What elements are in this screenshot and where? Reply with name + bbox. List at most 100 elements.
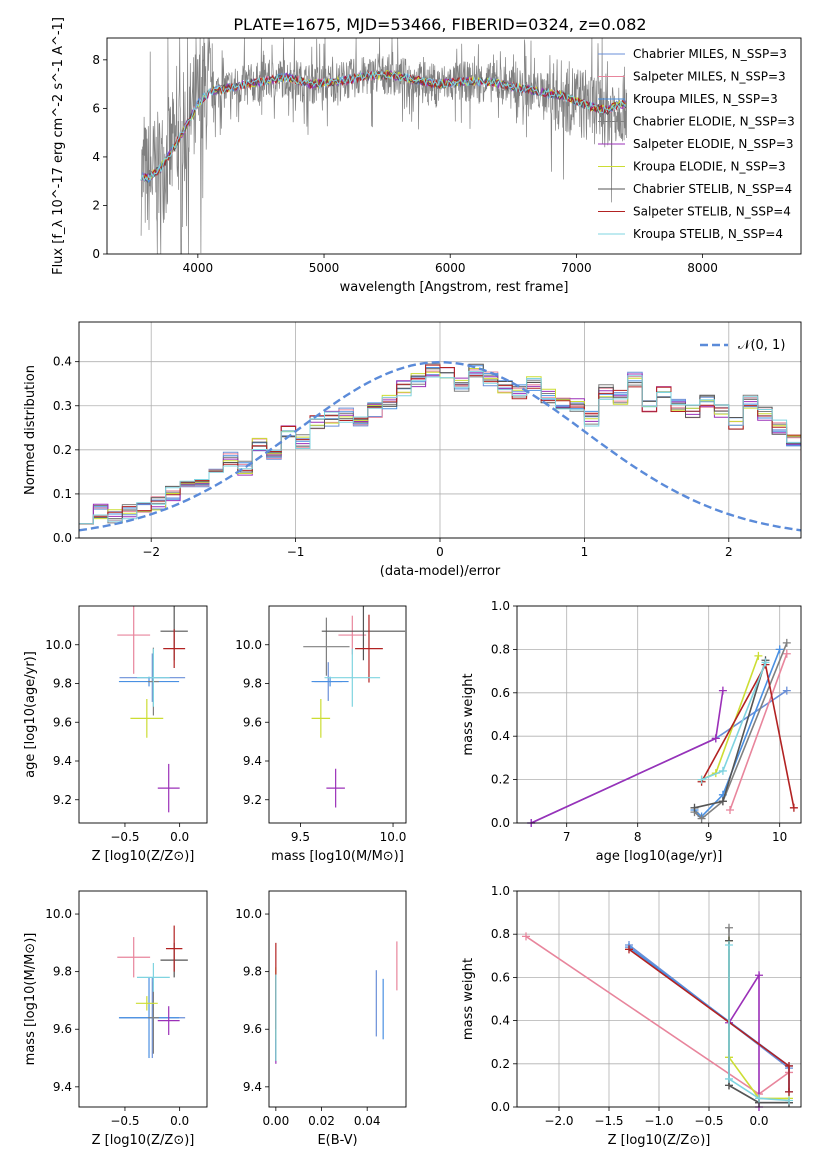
y-tick-label: 10.0 bbox=[235, 907, 262, 921]
axes-frame bbox=[106, 37, 802, 255]
residuals-panel: −2 −1 0 1 2 0.0 0.1 0.2 0.3 0.4 (data-model)/error… bbox=[23, 321, 802, 579]
y-tick-label: 9.8 bbox=[53, 965, 72, 979]
observed-spectrum bbox=[140, 37, 628, 255]
x-tick-label: 10.0 bbox=[380, 830, 407, 844]
weight-marker bbox=[785, 1061, 793, 1070]
y-tick-label: 0.1 bbox=[53, 487, 72, 501]
weight-marker bbox=[761, 658, 770, 667]
x-tick-label: 6000 bbox=[435, 261, 466, 275]
x-tick-label: 7 bbox=[563, 830, 571, 844]
legend-label: Kroupa MILES, N_SSP=3 bbox=[633, 92, 778, 106]
legend-label: Chabrier STELIB, N_SSP=4 bbox=[633, 182, 792, 196]
spectrum-panel: 4000 5000 6000 7000 8000 0 2 4 6 8 wavelength [Ang… bbox=[51, 17, 802, 295]
x-tick-label: 0.00 bbox=[262, 1114, 289, 1128]
weight-line bbox=[693, 649, 781, 818]
x-tick-label: 10 bbox=[772, 830, 787, 844]
plot-layer: 4000 5000 6000 7000 8000 0 2 4 6 8 wavelength [Ang… bbox=[23, 17, 802, 1148]
axes-frame bbox=[78, 890, 208, 1108]
errorbars bbox=[117, 925, 188, 1059]
weight-marker bbox=[782, 649, 791, 658]
y-tick-label: 1.0 bbox=[491, 599, 510, 613]
y-tick-label: 4 bbox=[92, 150, 100, 164]
weight-marker bbox=[775, 645, 784, 654]
y-tick-label: 0.8 bbox=[491, 642, 510, 656]
x-tick-label: −0.5 bbox=[110, 1114, 139, 1128]
y-tick-label: 9.8 bbox=[243, 677, 262, 691]
y-tick-label: 0.3 bbox=[53, 399, 72, 413]
y-axis-label: Flux [f_λ 10^-17 erg cm^-2 s^-1 A^-1] bbox=[51, 17, 66, 275]
histogram-step bbox=[79, 368, 801, 525]
x-tick-label: 0.0 bbox=[749, 1114, 768, 1128]
y-tick-label: 9.2 bbox=[243, 793, 262, 807]
y-tick-label: 0.4 bbox=[491, 1014, 510, 1028]
legend-label: Salpeter STELIB, N_SSP=4 bbox=[633, 205, 791, 219]
y-tick-label: 9.8 bbox=[243, 965, 262, 979]
legend-label: Chabrier ELODIE, N_SSP=3 bbox=[633, 115, 795, 129]
weight-line bbox=[728, 945, 790, 1102]
x-axis-label: mass [log10(M/M⊙)] bbox=[271, 849, 404, 864]
weight-line bbox=[530, 690, 724, 824]
weight-marker bbox=[718, 686, 727, 695]
legend-label: Kroupa ELODIE, N_SSP=3 bbox=[633, 160, 786, 174]
y-tick-label: 0.4 bbox=[491, 729, 510, 743]
y-tick-label: 9.4 bbox=[53, 754, 72, 768]
x-tick-label: −1.5 bbox=[594, 1114, 623, 1128]
weight-marker bbox=[755, 971, 763, 980]
mass-vs-ebv-panel: 0.00 0.02 0.04 9.4 9.6 9.8 10.0 E(B-V) bbox=[235, 890, 407, 1148]
weight-line bbox=[729, 653, 788, 811]
y-tick-label: 0.2 bbox=[53, 443, 72, 457]
y-tick-label: 9.2 bbox=[53, 793, 72, 807]
gaussian-curve bbox=[79, 360, 801, 532]
x-axis-label: Z [log10(Z/Z⊙)] bbox=[92, 1133, 195, 1148]
x-tick-label: 0 bbox=[436, 545, 444, 559]
histogram-step bbox=[79, 364, 801, 525]
weight-line bbox=[525, 935, 790, 1095]
age-vs-mass-panel: 9.5 10.0 9.2 9.4 9.6 9.8 10.0 mass [log10(M/M⊙)… bbox=[235, 605, 407, 864]
y-tick-label: 0.8 bbox=[491, 927, 510, 941]
x-tick-label: −1.0 bbox=[644, 1114, 673, 1128]
weight-marker bbox=[725, 923, 733, 932]
weight-marker bbox=[522, 932, 530, 941]
y-axis-label: Normed distribution bbox=[23, 365, 38, 495]
y-tick-label: 9.8 bbox=[53, 677, 72, 691]
y-tick-label: 0.2 bbox=[491, 1057, 510, 1071]
y-tick-label: 2 bbox=[92, 198, 100, 212]
y-tick-label: 0.0 bbox=[491, 816, 510, 830]
x-axis-label: age [log10(age/yr)] bbox=[596, 849, 723, 864]
weight-marker bbox=[782, 638, 791, 647]
y-tick-label: 6 bbox=[92, 101, 100, 115]
y-tick-label: 9.4 bbox=[243, 754, 262, 768]
y-tick-label: 0 bbox=[92, 247, 100, 261]
x-axis-label: E(B-V) bbox=[317, 1133, 357, 1148]
axes-frame bbox=[268, 890, 407, 1108]
weight-marker bbox=[697, 775, 706, 784]
legend-label: 𝒩(0, 1) bbox=[738, 338, 785, 353]
figure-title: PLATE=1675, MJD=53466, FIBERID=0324, z=0… bbox=[233, 15, 646, 34]
y-tick-label: 1.0 bbox=[491, 884, 510, 898]
x-axis-label: (data-model)/error bbox=[380, 564, 501, 579]
x-axis-label: Z [log10(Z/Z⊙)] bbox=[608, 1133, 711, 1148]
errorbars bbox=[303, 606, 406, 808]
y-tick-label: 10.0 bbox=[45, 638, 72, 652]
weight-marker bbox=[718, 797, 727, 806]
y-tick-label: 9.4 bbox=[243, 1080, 262, 1094]
x-tick-label: −0.5 bbox=[694, 1114, 723, 1128]
weight-marker bbox=[697, 814, 706, 823]
weight-marker bbox=[785, 1087, 793, 1096]
axes-frame bbox=[516, 605, 802, 824]
x-tick-label: 0.0 bbox=[170, 830, 189, 844]
x-tick-label: 7000 bbox=[561, 261, 592, 275]
axes-frame bbox=[78, 321, 802, 539]
weight-marker bbox=[755, 1094, 763, 1103]
y-tick-label: 9.6 bbox=[243, 1022, 262, 1036]
x-tick-label: −2 bbox=[142, 545, 160, 559]
errorbars bbox=[117, 606, 188, 813]
legend-label: Chabrier MILES, N_SSP=3 bbox=[633, 47, 787, 61]
y-axis-label: mass weight bbox=[461, 958, 476, 1040]
x-tick-label: 8000 bbox=[687, 261, 718, 275]
model-spectrum-line bbox=[141, 71, 626, 183]
y-tick-label: 8 bbox=[92, 53, 100, 67]
histogram-step bbox=[79, 370, 801, 525]
weight-vs-age-panel: 7 8 9 10 0.0 0.2 0.4 0.6 0.8 1.0 age [log10(age/yr… bbox=[461, 599, 802, 864]
